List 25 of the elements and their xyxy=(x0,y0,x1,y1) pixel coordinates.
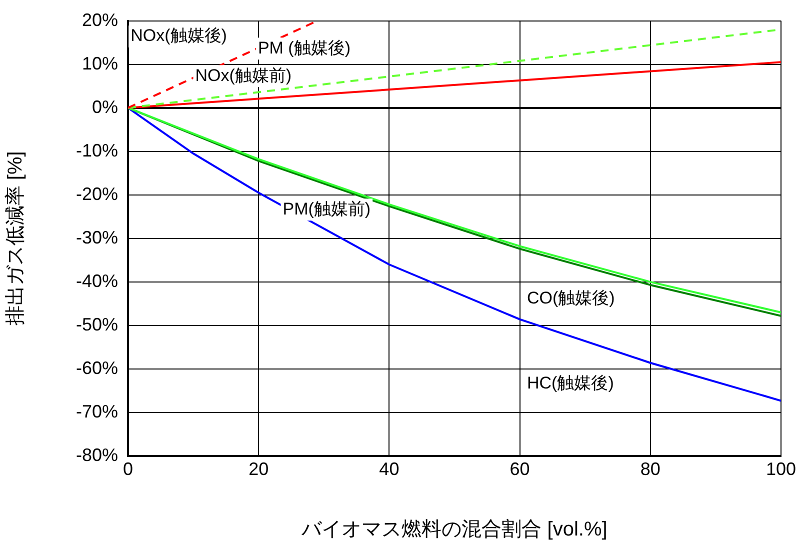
y-tick-label: -80% xyxy=(76,444,118,465)
y-tick-label: -20% xyxy=(76,184,118,204)
y-tick-label: 0% xyxy=(92,96,118,117)
x-tick-label: 40 xyxy=(379,458,400,479)
annotation: HC(触媒後) xyxy=(526,373,614,392)
y-axis-title: 排出ガス低減率 [%] xyxy=(4,151,27,326)
annotation: NOx(触媒前) xyxy=(195,66,292,85)
x-tick-label: 60 xyxy=(510,458,530,479)
y-tick-label: -50% xyxy=(76,314,118,334)
x-tick-label: 80 xyxy=(640,458,660,479)
annotation: NOx(触媒後) xyxy=(130,26,227,46)
y-tick-label: 20% xyxy=(82,10,118,30)
annotation: CO(触媒後) xyxy=(526,288,615,308)
y-tick-label: -40% xyxy=(76,270,118,291)
y-tick-label: 10% xyxy=(82,53,118,74)
y-tick-label: -60% xyxy=(76,358,118,378)
y-tick-label: -70% xyxy=(76,401,118,422)
y-tick-label: -30% xyxy=(76,227,118,248)
x-tick-label: 100 xyxy=(766,458,796,479)
y-tick-label: -10% xyxy=(76,140,118,160)
annotation: PM(触媒前) xyxy=(282,199,371,218)
x-axis-title: バイオマス燃料の混合割合 [vol.%] xyxy=(300,518,608,541)
annotation: PM (触媒後) xyxy=(258,38,350,58)
x-tick-label: 0 xyxy=(122,458,134,479)
x-tick-label: 20 xyxy=(248,458,269,479)
